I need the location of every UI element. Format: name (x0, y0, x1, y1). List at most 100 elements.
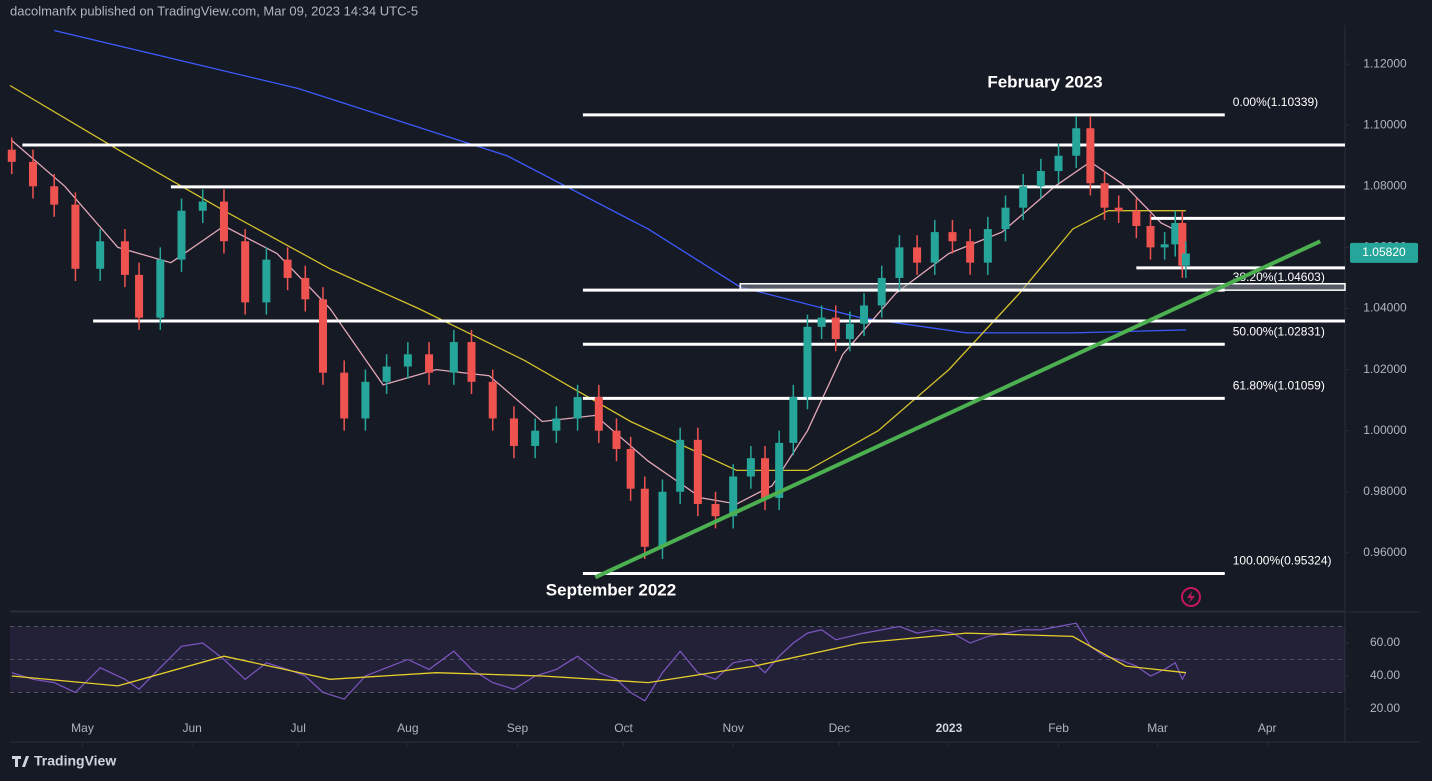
candle-body (1019, 186, 1028, 208)
brand: TradingView (34, 753, 116, 769)
candle-body (301, 277, 310, 300)
fib-label: 61.80%(1.01059) (1233, 379, 1325, 393)
y-tick-label: 0.98000 (1363, 484, 1407, 498)
fib-label: 38.20%(1.04603) (1233, 270, 1325, 284)
y-tick-label: 1.12000 (1363, 56, 1407, 70)
y-tick-label: 20.00 (1370, 701, 1400, 715)
trendline (594, 239, 1322, 580)
candle-body (693, 439, 702, 504)
candle-body (403, 354, 412, 367)
x-tick-label: Feb (1048, 721, 1069, 735)
y-tick-label: 1.02000 (1363, 362, 1407, 376)
brand-logo (12, 756, 29, 767)
candle-body (761, 458, 770, 498)
candle-body (775, 442, 784, 498)
candle-body (1072, 128, 1081, 156)
candle-body (573, 397, 582, 419)
fib-label: 0.00%(1.10339) (1233, 95, 1318, 109)
candle-body (612, 430, 621, 450)
candle-body (552, 418, 561, 431)
candle-body (948, 232, 957, 242)
candle-body (449, 342, 458, 373)
fib-label: 50.00%(1.02831) (1233, 324, 1325, 338)
candle-body (817, 317, 826, 327)
candle-body (340, 372, 349, 419)
candle-body (262, 259, 271, 303)
candle-body (467, 342, 476, 382)
candle-body (283, 259, 292, 278)
candle-body (425, 354, 434, 373)
x-tick-label: Dec (829, 721, 850, 735)
x-tick-label: Nov (723, 721, 744, 735)
alert-icon (1181, 587, 1201, 607)
candle-body (711, 503, 720, 517)
x-tick-label: May (71, 721, 94, 735)
candle-body (729, 476, 738, 517)
y-tick-label: 1.10000 (1363, 117, 1407, 131)
last-price-box (1350, 242, 1418, 263)
candle-body (1054, 155, 1063, 172)
candle-body (983, 229, 992, 263)
candle-body (594, 397, 603, 431)
candle-body (626, 449, 635, 489)
candle-body (50, 186, 59, 205)
x-tick-label: Apr (1258, 721, 1277, 735)
x-tick-label: Jun (182, 721, 201, 735)
candle-body (1178, 222, 1187, 266)
candle-body (198, 201, 207, 211)
y-tick-label: 60.00 (1370, 635, 1400, 649)
x-tick-label: Sep (507, 721, 529, 735)
candle-body (1114, 207, 1123, 211)
candle-body (7, 149, 16, 162)
candle-body (71, 204, 80, 269)
candle-body (1146, 226, 1155, 248)
candle-body (241, 241, 250, 303)
annotation: February 2023 (987, 72, 1102, 91)
candle-body (913, 247, 922, 263)
candle-body (676, 439, 685, 492)
last-price-label: 1.05820 (1362, 245, 1406, 259)
candle-body (658, 491, 667, 547)
moving-average (9, 84, 1186, 472)
candle-body (1132, 210, 1141, 227)
x-tick-label: Mar (1147, 721, 1168, 735)
plot-layer: 0.960000.980001.000001.020001.040001.060… (7, 29, 1418, 746)
x-tick-label: Oct (614, 721, 633, 735)
candle-body (120, 241, 129, 275)
candle-body (1100, 183, 1109, 208)
candle-body (96, 241, 105, 269)
candle-body (1001, 207, 1010, 230)
candle-body (1160, 244, 1169, 248)
y-tick-label: 1.04000 (1363, 301, 1407, 315)
y-tick-label: 0.96000 (1363, 545, 1407, 559)
candle-body (746, 458, 755, 477)
candle-body (845, 323, 854, 340)
y-tick-label: 40.00 (1370, 668, 1400, 682)
publish-info: dacolmanfx published on TradingView.com,… (10, 3, 418, 18)
y-tick-label: 1.08000 (1363, 178, 1407, 192)
rsi-signal (11, 632, 1186, 687)
candle-body (1036, 171, 1045, 187)
candle-body (488, 381, 497, 419)
candle-body (831, 317, 840, 340)
candle-body (509, 418, 518, 446)
candle-body (1086, 128, 1095, 184)
candle-body (28, 161, 37, 187)
candle-body (318, 299, 327, 373)
candle-body (860, 305, 869, 324)
annotation: September 2022 (546, 580, 676, 599)
candle-body (1181, 253, 1190, 266)
candle-body (1171, 222, 1180, 245)
x-tick-label: Aug (397, 721, 418, 735)
y-tick-label: 1.00000 (1363, 423, 1407, 437)
x-tick-label: 2023 (936, 721, 963, 735)
candle-body (966, 241, 975, 263)
rsi-line (11, 622, 1187, 702)
x-tick-label: Jul (291, 721, 306, 735)
candle-body (531, 430, 540, 446)
candle-body (930, 232, 939, 263)
candle-body (803, 326, 812, 398)
candle-body (156, 259, 165, 318)
